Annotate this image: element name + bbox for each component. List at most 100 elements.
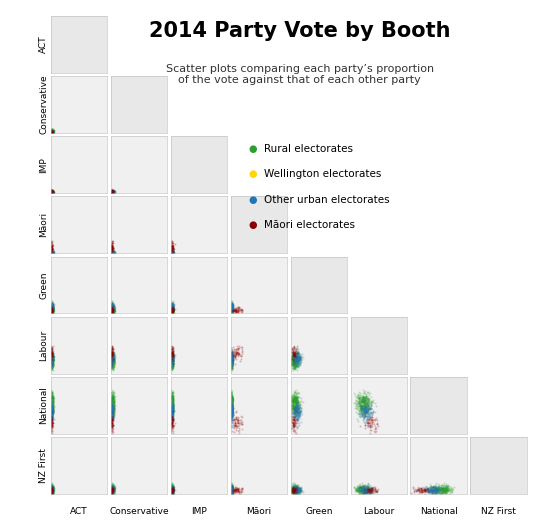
Point bbox=[168, 486, 177, 494]
Point bbox=[294, 484, 302, 493]
Point bbox=[360, 401, 368, 410]
Point bbox=[167, 249, 176, 257]
Point bbox=[428, 489, 437, 497]
Point bbox=[108, 408, 117, 417]
Point bbox=[48, 248, 56, 256]
Point bbox=[166, 402, 175, 410]
Point bbox=[361, 486, 369, 495]
Point bbox=[48, 357, 56, 365]
Point bbox=[48, 127, 56, 135]
Point bbox=[169, 356, 177, 365]
Point bbox=[48, 357, 57, 366]
Point bbox=[47, 484, 55, 492]
Point bbox=[296, 487, 304, 496]
Point bbox=[226, 304, 235, 312]
Point bbox=[167, 248, 176, 256]
Point bbox=[108, 402, 117, 410]
Point bbox=[294, 487, 302, 495]
Point bbox=[48, 247, 56, 256]
Point bbox=[167, 485, 176, 493]
Point bbox=[48, 128, 56, 136]
Point bbox=[360, 395, 369, 404]
Point bbox=[48, 126, 56, 135]
Point bbox=[351, 401, 360, 410]
Point bbox=[109, 248, 117, 256]
Point bbox=[168, 345, 177, 353]
Point bbox=[49, 248, 58, 256]
Point bbox=[227, 304, 235, 313]
Point bbox=[228, 363, 236, 372]
Point bbox=[293, 483, 302, 492]
Point bbox=[290, 484, 299, 492]
Point bbox=[228, 356, 236, 365]
Point bbox=[167, 308, 175, 316]
Point bbox=[108, 487, 117, 495]
Point bbox=[48, 486, 56, 494]
Point bbox=[48, 249, 56, 258]
Point bbox=[294, 357, 302, 366]
Point bbox=[364, 404, 373, 412]
Point bbox=[291, 485, 300, 493]
Point bbox=[291, 486, 299, 494]
Point bbox=[290, 360, 299, 369]
Point bbox=[289, 406, 298, 414]
Point bbox=[356, 486, 364, 494]
Point bbox=[48, 305, 56, 314]
Point bbox=[289, 483, 298, 492]
Point bbox=[47, 414, 55, 423]
Point bbox=[368, 416, 377, 424]
Point bbox=[48, 187, 56, 196]
Point bbox=[47, 187, 56, 196]
Point bbox=[47, 302, 55, 311]
Point bbox=[47, 188, 56, 196]
Point bbox=[441, 483, 450, 492]
Point bbox=[353, 485, 362, 493]
Point bbox=[227, 488, 236, 496]
Point bbox=[47, 187, 56, 196]
Point bbox=[226, 486, 235, 495]
Point bbox=[48, 126, 56, 135]
Point bbox=[107, 488, 116, 496]
Point bbox=[108, 247, 116, 255]
Point bbox=[48, 356, 56, 364]
Point bbox=[109, 485, 117, 494]
Point bbox=[109, 392, 117, 400]
Point bbox=[168, 302, 177, 311]
Point bbox=[108, 391, 117, 399]
Point bbox=[292, 356, 301, 365]
Point bbox=[356, 413, 364, 421]
Point bbox=[291, 485, 300, 493]
Point bbox=[288, 354, 297, 362]
Point bbox=[227, 304, 235, 312]
Point bbox=[48, 189, 57, 197]
Point bbox=[107, 247, 116, 255]
Point bbox=[47, 189, 55, 197]
Point bbox=[47, 187, 56, 196]
Point bbox=[227, 408, 236, 416]
Point bbox=[107, 405, 116, 413]
Point bbox=[108, 404, 116, 412]
Point bbox=[228, 357, 236, 366]
Point bbox=[227, 487, 236, 496]
Point bbox=[167, 486, 175, 494]
Point bbox=[425, 485, 434, 494]
Point bbox=[167, 402, 175, 410]
Point bbox=[291, 407, 300, 416]
Point bbox=[48, 249, 57, 257]
Point bbox=[363, 396, 371, 404]
Point bbox=[363, 485, 372, 493]
Point bbox=[169, 487, 177, 495]
Point bbox=[229, 342, 238, 351]
Point bbox=[228, 355, 236, 364]
Point bbox=[291, 485, 300, 493]
Point bbox=[167, 486, 176, 494]
Point bbox=[108, 364, 116, 372]
Point bbox=[168, 303, 177, 312]
Point bbox=[49, 484, 58, 492]
Point bbox=[47, 188, 55, 196]
Point bbox=[292, 408, 301, 416]
Point bbox=[109, 306, 118, 314]
Point bbox=[108, 247, 117, 255]
Point bbox=[108, 364, 117, 372]
Point bbox=[108, 397, 117, 405]
